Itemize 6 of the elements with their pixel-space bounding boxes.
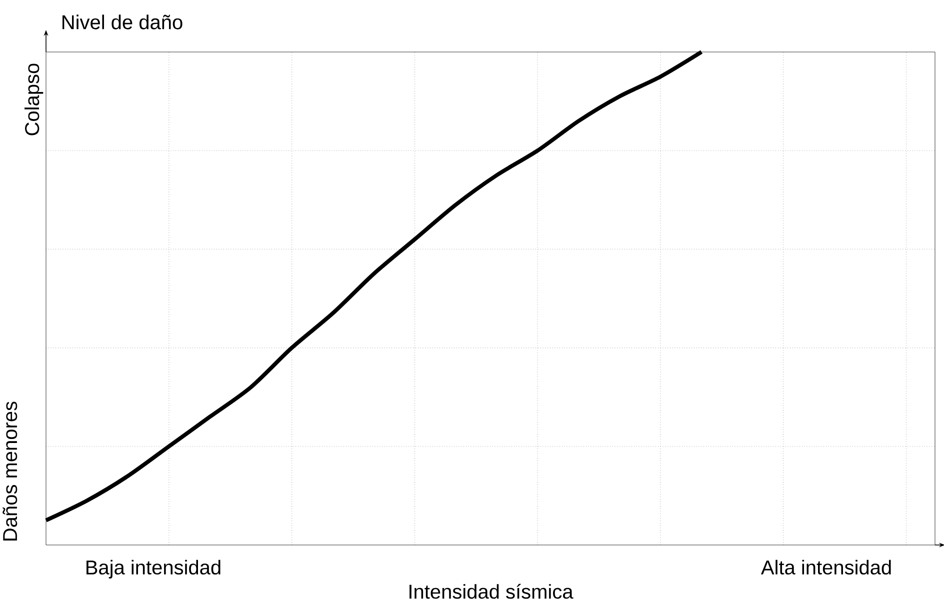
text: Baja intensidad xyxy=(86,560,220,578)
text: Alta intensidad xyxy=(760,560,891,575)
text: Colapso xyxy=(24,64,44,136)
x-axis-title: Intensidad sísmica xyxy=(410,584,574,599)
text: Daños menores xyxy=(2,402,18,540)
y-axis-title: Nivel de daño xyxy=(62,14,182,30)
